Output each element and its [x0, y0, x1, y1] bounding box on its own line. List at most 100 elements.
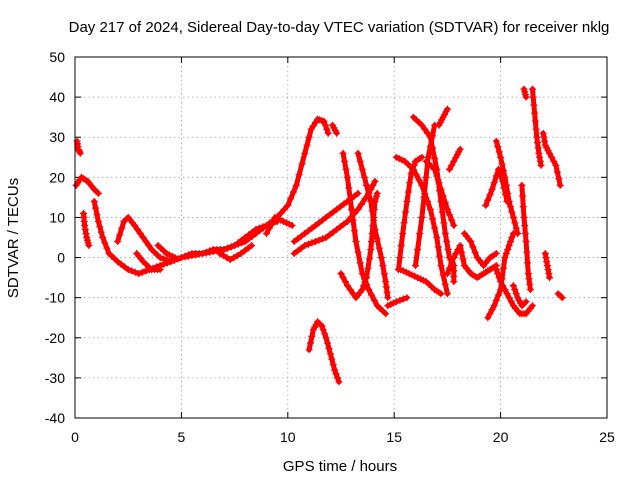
data-point-marker — [503, 290, 511, 298]
data-point-marker — [437, 185, 445, 193]
data-point-marker — [101, 239, 109, 247]
data-series — [460, 230, 500, 270]
data-series — [435, 105, 451, 129]
data-point-marker — [301, 149, 309, 157]
data-point-marker — [368, 207, 376, 215]
data-point-marker — [403, 197, 411, 205]
data-point-marker — [531, 109, 539, 117]
data-traces — [72, 85, 566, 386]
x-tick-labels: 0 5 10 15 20 25 — [71, 429, 615, 445]
data-point-marker — [492, 296, 500, 304]
data-point-marker — [277, 209, 285, 217]
data-point-marker — [486, 191, 494, 199]
data-point-marker — [511, 219, 519, 227]
data-point-marker — [241, 247, 248, 255]
data-point-marker — [537, 161, 545, 169]
data-point-marker — [433, 234, 441, 241]
data-point-marker — [494, 270, 502, 278]
data-point-marker — [421, 189, 429, 197]
data-point-marker — [492, 250, 500, 257]
data-point-marker — [114, 238, 122, 245]
series-trace — [485, 231, 516, 321]
x-tick-label: 15 — [386, 429, 402, 445]
data-point-marker — [443, 105, 451, 113]
data-point-marker — [501, 286, 509, 294]
data-point-marker — [492, 137, 500, 145]
data-series — [443, 242, 500, 282]
data-point-marker — [131, 268, 139, 276]
data-point-marker — [263, 230, 270, 237]
data-point-marker — [322, 234, 330, 241]
data-point-marker — [446, 264, 453, 272]
data-point-marker — [195, 250, 203, 258]
data-point-marker — [418, 213, 426, 221]
data-point-marker — [377, 254, 385, 262]
data-point-marker — [319, 235, 327, 243]
y-tick-label: -30 — [45, 370, 65, 386]
data-point-marker — [498, 160, 506, 168]
data-point-marker — [343, 282, 351, 290]
data-series — [492, 266, 536, 318]
data-point-marker — [185, 252, 192, 260]
data-point-marker — [469, 243, 477, 251]
data-point-marker — [321, 121, 329, 129]
data-point-marker — [288, 222, 296, 229]
data-point-marker — [93, 188, 101, 196]
data-point-marker — [145, 242, 153, 249]
data-point-marker — [523, 248, 531, 256]
data-point-marker — [295, 171, 303, 179]
y-tick-label: 0 — [57, 250, 65, 266]
data-point-marker — [290, 188, 297, 196]
data-point-marker — [397, 242, 405, 249]
data-series — [154, 242, 179, 262]
series-trace — [291, 178, 378, 256]
data-point-marker — [177, 254, 185, 262]
y-tick-label: 10 — [49, 209, 65, 225]
data-point-marker — [301, 230, 309, 237]
data-point-marker — [131, 222, 139, 229]
data-point-marker — [431, 155, 439, 163]
series-trace — [393, 154, 450, 297]
data-point-marker — [508, 234, 516, 241]
data-point-marker — [320, 117, 328, 125]
data-series — [509, 282, 530, 310]
data-point-marker — [361, 278, 369, 286]
data-point-marker — [331, 366, 339, 374]
data-point-marker — [450, 254, 458, 262]
data-point-marker — [231, 242, 239, 249]
data-point-marker — [509, 282, 517, 290]
data-point-marker — [501, 173, 509, 181]
data-point-marker — [325, 345, 333, 352]
data-point-marker — [443, 270, 451, 278]
data-point-marker — [552, 161, 560, 169]
data-point-marker — [96, 223, 104, 231]
data-point-marker — [435, 179, 443, 187]
data-point-marker — [412, 171, 420, 179]
data-point-marker — [238, 239, 246, 247]
series-trace — [306, 319, 342, 385]
data-point-marker — [471, 248, 479, 256]
data-point-marker — [333, 129, 341, 137]
data-point-marker — [518, 181, 526, 189]
data-point-marker — [424, 153, 432, 161]
data-point-marker — [556, 181, 564, 189]
data-point-marker — [139, 234, 147, 241]
data-point-marker — [497, 278, 505, 286]
series-trace — [340, 150, 389, 317]
data-point-marker — [341, 157, 348, 165]
data-point-marker — [167, 258, 175, 266]
data-point-marker — [418, 121, 426, 129]
data-point-marker — [482, 201, 490, 209]
data-point-marker — [328, 355, 336, 363]
data-point-marker — [443, 205, 451, 213]
data-point-marker — [142, 238, 150, 245]
data-point-marker — [526, 286, 534, 294]
data-point-marker — [534, 144, 542, 152]
data-point-marker — [363, 274, 370, 282]
data-point-marker — [424, 197, 431, 205]
data-point-marker — [499, 264, 507, 272]
data-point-marker — [494, 143, 502, 151]
data-point-marker — [497, 153, 505, 161]
data-point-marker — [360, 173, 368, 181]
data-point-marker — [368, 238, 375, 245]
